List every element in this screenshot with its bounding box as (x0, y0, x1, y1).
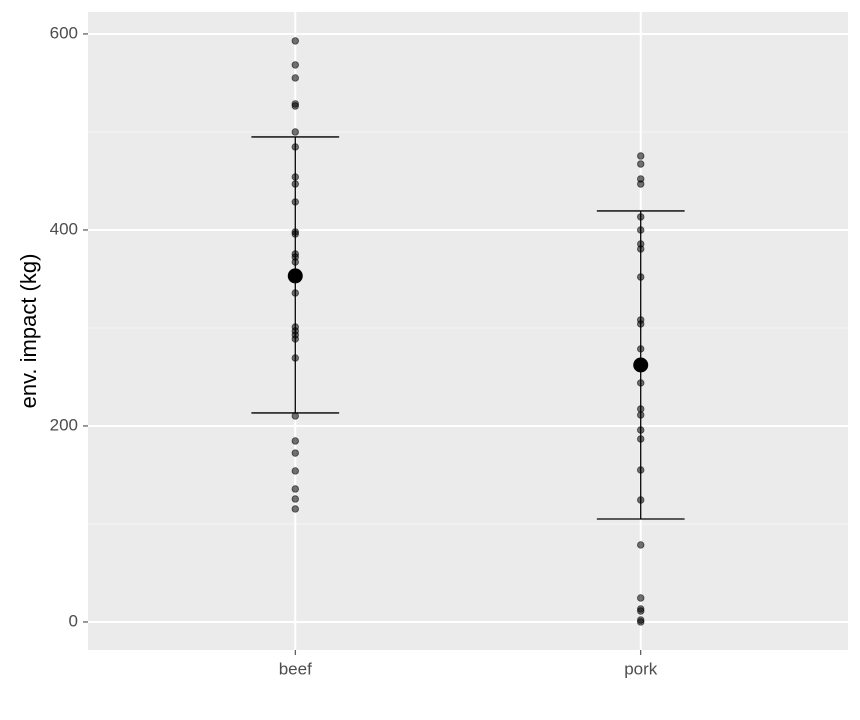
data-point (637, 466, 645, 474)
data-point (291, 289, 299, 297)
data-point (637, 213, 645, 221)
data-point (637, 226, 645, 234)
data-point (291, 335, 299, 343)
data-point (291, 198, 299, 206)
data-point (637, 345, 645, 353)
data-point (637, 435, 645, 443)
data-point (291, 37, 299, 45)
y-axis-title: env. impact (kg) (16, 254, 41, 409)
mean-point (633, 357, 649, 373)
data-point (637, 160, 645, 168)
data-point (291, 354, 299, 362)
data-point (291, 102, 299, 110)
data-point (637, 320, 645, 328)
data-point (637, 607, 645, 615)
y-tick-label: 600 (50, 23, 78, 42)
data-point (637, 594, 645, 602)
data-point (291, 412, 299, 420)
data-point (291, 143, 299, 151)
data-point (291, 173, 299, 181)
data-point (291, 230, 299, 238)
mean-point (287, 268, 303, 284)
data-point (637, 180, 645, 188)
data-point (291, 449, 299, 457)
data-point (637, 426, 645, 434)
data-point (637, 245, 645, 253)
data-point (637, 152, 645, 160)
data-point (291, 180, 299, 188)
data-point (637, 541, 645, 549)
y-tick-label: 200 (50, 415, 78, 434)
x-tick-label: pork (624, 659, 658, 678)
data-point (637, 273, 645, 281)
data-point (637, 618, 645, 626)
data-point (291, 61, 299, 69)
data-point (291, 485, 299, 493)
plot-panel (88, 12, 848, 650)
data-point (637, 496, 645, 504)
data-point (291, 128, 299, 136)
data-point (291, 437, 299, 445)
data-point (637, 379, 645, 387)
data-point (291, 74, 299, 82)
data-point (637, 411, 645, 419)
data-point (291, 495, 299, 503)
data-point (291, 467, 299, 475)
data-point (291, 505, 299, 513)
y-tick-label: 0 (69, 611, 78, 630)
data-point (291, 258, 299, 266)
y-tick-label: 400 (50, 219, 78, 238)
x-tick-label: beef (279, 659, 312, 678)
